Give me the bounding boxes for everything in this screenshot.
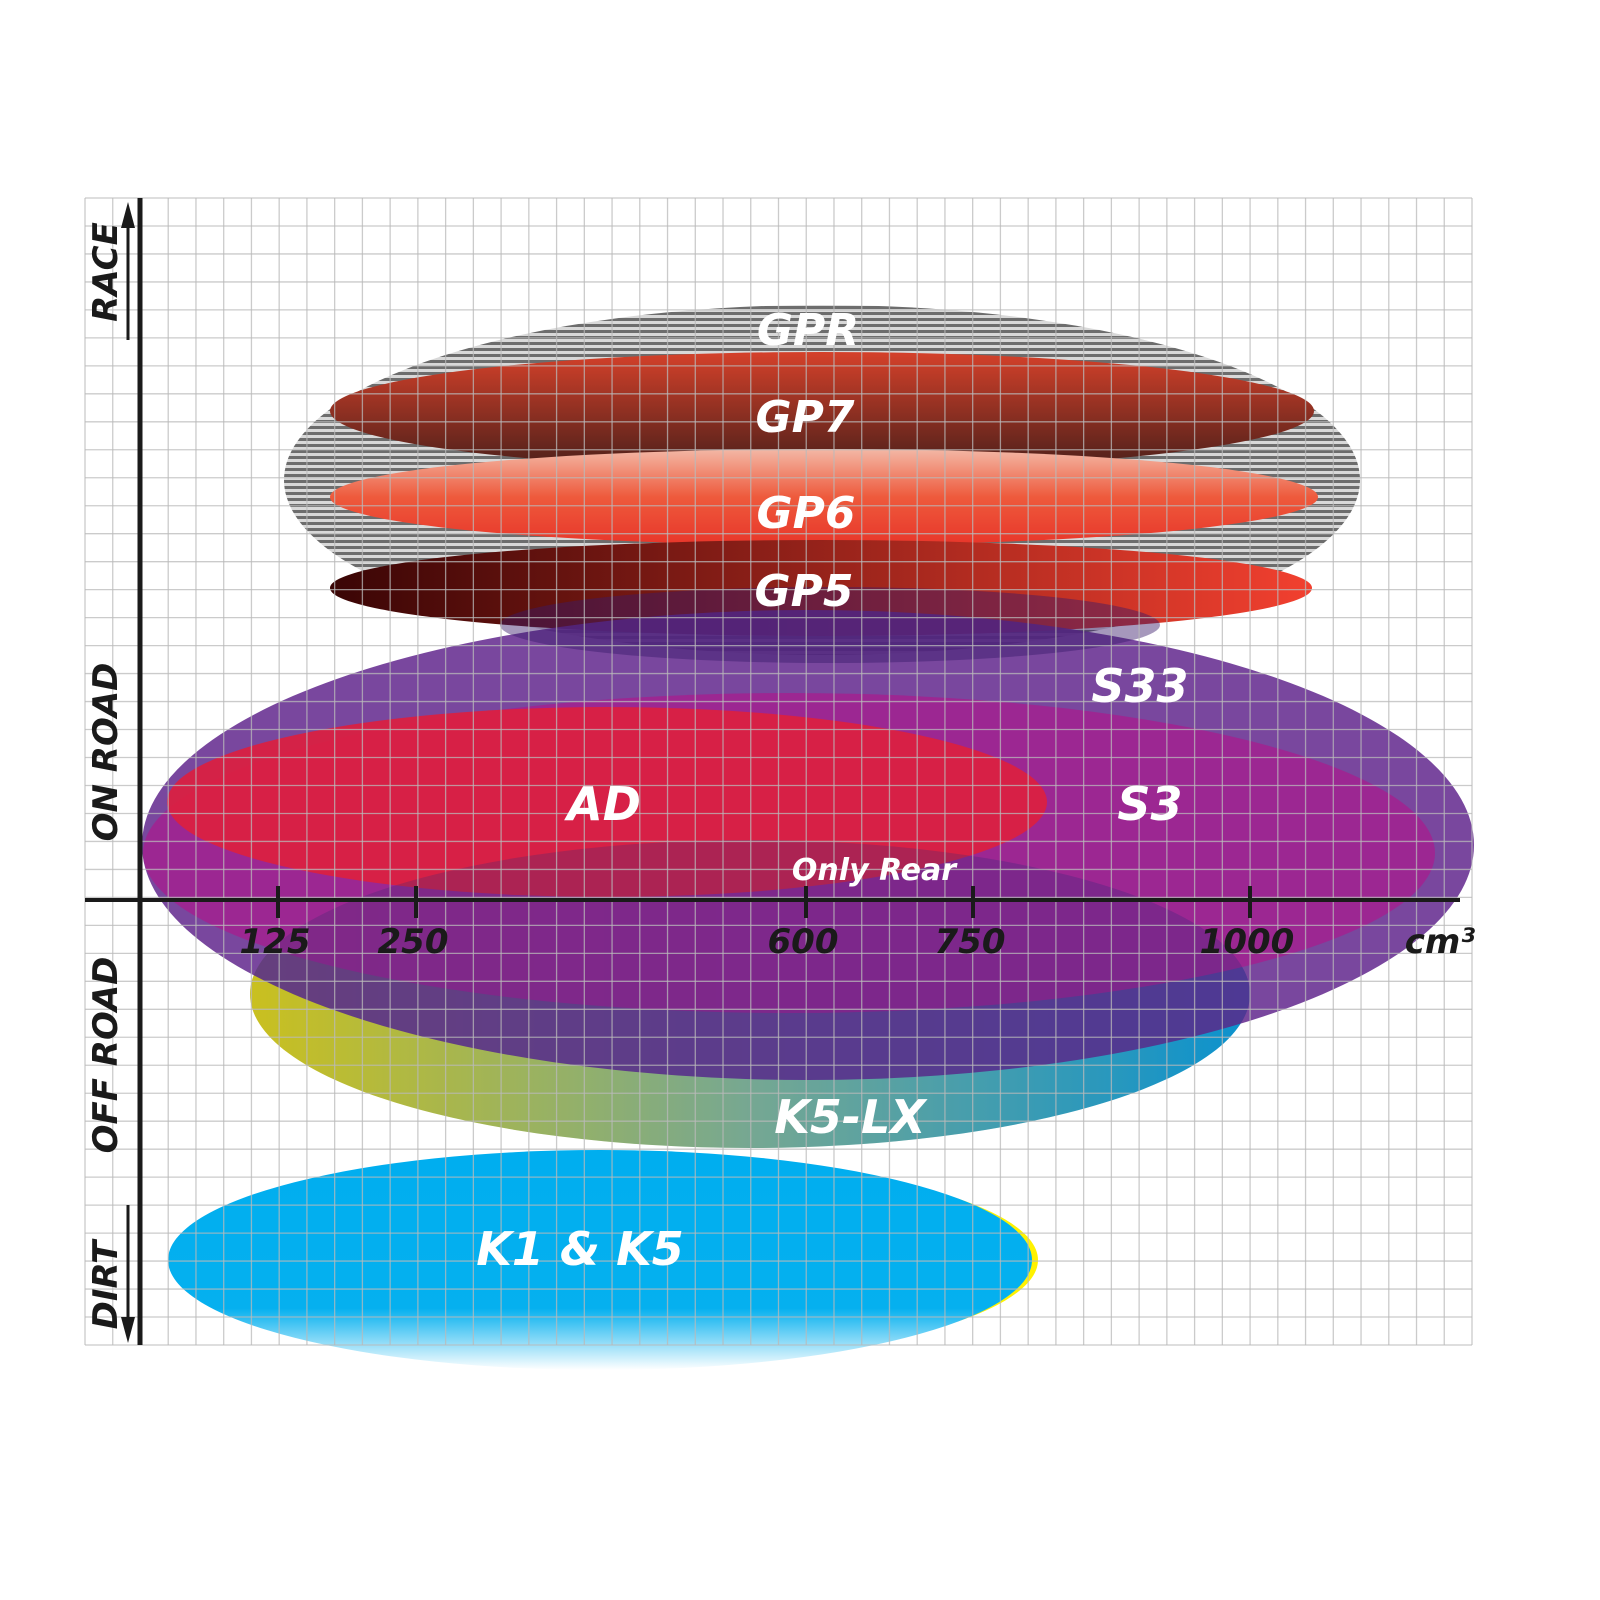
- label-s33: S33: [1091, 659, 1188, 713]
- x-unit-label: cm³: [1405, 922, 1476, 962]
- y-category-off-road: OFF ROAD: [86, 957, 126, 1154]
- label-ad: AD: [564, 777, 641, 831]
- label-s3: S3: [1117, 777, 1182, 831]
- gp5-shadow: [500, 587, 1160, 663]
- grid: [84, 197, 1473, 1346]
- down-arrow-icon: [121, 1317, 135, 1343]
- range-ad: [167, 707, 1047, 897]
- overlap-shade: [250, 840, 1250, 1148]
- x-tick-label: 125: [240, 922, 311, 962]
- y-category-on-road: ON ROAD: [86, 663, 126, 842]
- label-gp7: GP7: [756, 392, 855, 443]
- x-tick-label: 750: [935, 922, 1006, 962]
- label-k1-k5: K1 & K5: [476, 1222, 683, 1276]
- annotation-only-rear: Only Rear: [792, 853, 958, 888]
- axes: 125 250 600 750 1000 cm³ RACE ON ROAD OFF ROAD DI…: [85, 198, 1475, 1345]
- label-gp5: GP5: [755, 566, 854, 617]
- label-k5-lx: K5-LX: [774, 1090, 928, 1144]
- x-tick-label: 600: [768, 922, 839, 962]
- y-category-race: RACE: [86, 222, 126, 322]
- x-tick-label: 250: [378, 922, 449, 962]
- range-gp6: [330, 449, 1318, 545]
- x-tick-label: 1000: [1200, 922, 1295, 962]
- up-arrow-icon: [121, 202, 135, 228]
- range-gp7: [330, 352, 1314, 470]
- range-gp5: [330, 540, 1312, 636]
- label-gp6: GP6: [757, 488, 856, 539]
- label-gpr: GPR: [757, 305, 859, 356]
- y-category-dirt: DIRT: [86, 1238, 126, 1330]
